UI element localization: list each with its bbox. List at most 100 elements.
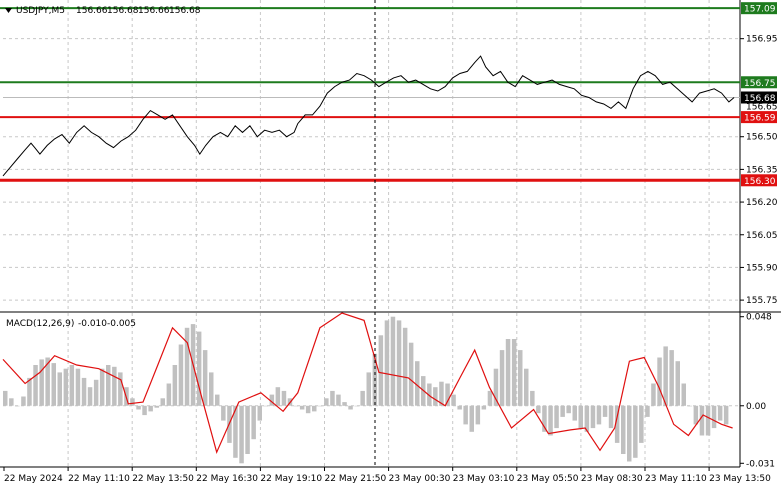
macd-histogram-bar — [360, 390, 365, 406]
macd-histogram-bar — [63, 368, 69, 406]
macd-tick-label: 0.00 — [746, 402, 766, 412]
macd-histogram-bar — [9, 398, 14, 406]
price-level-tag — [741, 2, 777, 15]
time-tick-label: 22 May 16:30 — [196, 474, 258, 484]
price-levels — [0, 7, 740, 182]
macd-histogram-bar — [293, 405, 299, 407]
macd-histogram-bar — [415, 361, 420, 406]
macd-histogram-bar — [518, 350, 523, 406]
price-level-tag — [741, 76, 777, 89]
time-tick-label: 22 May 19:10 — [260, 474, 322, 484]
macd-histogram-bar — [221, 405, 226, 421]
macd-histogram-bar — [106, 365, 111, 406]
macd-histogram-bar — [645, 405, 650, 417]
macd-histogram-bar — [336, 394, 341, 406]
price-level-tag-label: 156.30 — [744, 177, 776, 187]
macd-histogram-bar — [324, 398, 329, 406]
macd-histogram-bar — [366, 372, 371, 406]
macd-histogram-bar — [602, 405, 608, 417]
macd-histogram-bar — [493, 368, 499, 406]
time-tick-label: 23 May 05:50 — [517, 474, 579, 484]
macd-histogram-bar — [687, 405, 693, 407]
macd-histogram-bar — [524, 368, 529, 406]
macd-histogram-bar — [202, 350, 208, 406]
macd-histogram-bar — [723, 405, 729, 425]
dropdown-triangle-icon[interactable] — [5, 8, 12, 13]
macd-histogram-bar — [608, 405, 614, 429]
price-grid — [3, 38, 740, 301]
macd-histogram-bar — [305, 405, 311, 414]
time-tick-label: 22 May 11:10 — [68, 474, 130, 484]
macd-histogram-bar — [578, 405, 583, 429]
macd-histogram-bar — [233, 405, 238, 458]
macd-histogram-bar — [93, 379, 99, 406]
macd-main-value: -0.010 — [78, 319, 107, 329]
macd-histogram-bar — [560, 405, 565, 417]
macd-histogram-bar — [51, 363, 56, 406]
macd-histogram-bar — [21, 396, 26, 406]
macd-histogram-bar — [33, 365, 38, 406]
time-tick-label: 22 May 21:50 — [325, 474, 387, 484]
macd-signal-value: -0.005 — [107, 319, 136, 329]
macd-histogram — [3, 316, 729, 464]
macd-histogram-bar — [348, 405, 353, 410]
ohlc-open: 156.66 — [76, 6, 108, 16]
macd-axis-labels: 0.048 0.00 -0.031 — [740, 313, 775, 469]
current-price-label: 156.68 — [744, 94, 776, 104]
price-tick-label: 156.20 — [746, 198, 778, 208]
macd-histogram-bar — [330, 390, 335, 406]
ohlc-low: 156.66 — [138, 6, 170, 16]
time-tick-label: 23 May 03:10 — [453, 474, 515, 484]
macd-histogram-bar — [481, 405, 487, 410]
macd-histogram-bar — [499, 350, 505, 406]
price-tick-label: 156.05 — [746, 231, 778, 241]
macd-histogram-bar — [669, 350, 674, 406]
symbol-label: USDJPY,M5 — [16, 6, 65, 16]
macd-histogram-bar — [378, 335, 384, 406]
macd-histogram-bar — [196, 331, 202, 406]
macd-histogram-bar — [402, 327, 408, 406]
macd-histogram-bar — [312, 405, 317, 412]
macd-histogram-bar — [639, 405, 644, 443]
macd-histogram-bar — [57, 372, 62, 406]
macd-histogram-bar — [584, 405, 590, 432]
macd-header: MACD(12,26,9) -0.010 -0.005 — [6, 319, 136, 329]
macd-histogram-bar — [530, 390, 535, 406]
price-series-line — [2, 55, 735, 177]
macd-histogram-bar — [130, 398, 135, 406]
ohlc-close: 156.68 — [169, 6, 201, 16]
macd-histogram-bar — [75, 368, 81, 406]
macd-histogram-bar — [390, 316, 396, 406]
macd-histogram-bar — [705, 405, 711, 436]
macd-histogram-bar — [427, 383, 432, 406]
macd-histogram-bar — [487, 390, 493, 406]
time-axis-labels: 22 May 2024 22 May 11:10 22 May 13:50 22 Ma… — [3, 467, 771, 484]
macd-tick-label: -0.031 — [746, 459, 775, 469]
macd-histogram-bar — [166, 383, 172, 406]
macd-histogram-bar — [463, 405, 468, 425]
macd-histogram-bar — [681, 383, 686, 406]
macd-histogram-bar — [596, 405, 602, 425]
macd-histogram-bar — [45, 357, 50, 406]
macd-histogram-bar — [396, 320, 402, 406]
macd-histogram-bar — [433, 387, 438, 406]
macd-histogram-bar — [184, 327, 190, 406]
macd-histogram-bar — [469, 405, 474, 432]
macd-histogram-bar — [142, 405, 147, 416]
macd-histogram-bar — [445, 383, 450, 406]
macd-histogram-bar — [408, 342, 414, 406]
macd-histogram-bar — [209, 372, 214, 406]
macd-histogram-bar — [215, 394, 220, 406]
macd-histogram-bar — [693, 405, 699, 425]
macd-histogram-bar — [614, 405, 620, 443]
macd-histogram-bar — [269, 394, 275, 406]
macd-histogram-bar — [99, 368, 105, 406]
macd-histogram-bar — [251, 405, 256, 440]
macd-histogram-bar — [511, 339, 517, 406]
macd-histogram-bar — [627, 405, 632, 462]
macd-histogram-bar — [475, 405, 481, 425]
macd-histogram-bar — [299, 405, 305, 410]
macd-title: MACD(12,26,9) — [6, 319, 74, 329]
macd-histogram-bar — [154, 405, 159, 408]
